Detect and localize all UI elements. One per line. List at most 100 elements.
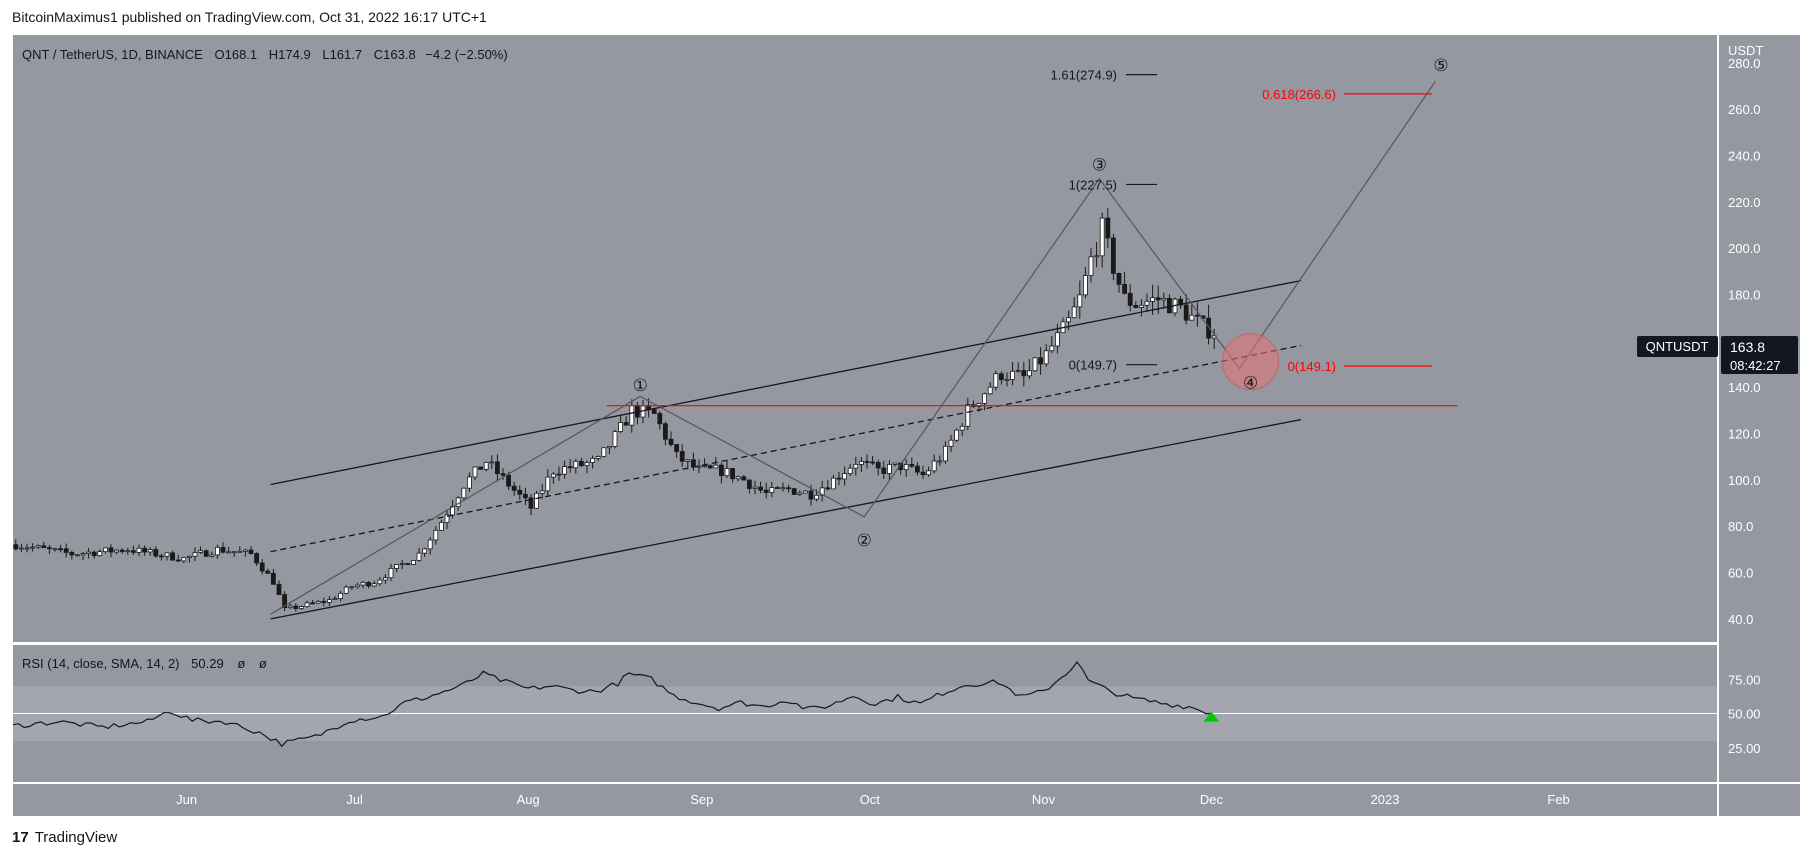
candle-up (231, 551, 237, 554)
candle-up (937, 460, 943, 463)
candle-up (1077, 294, 1083, 308)
legend-change: −4.2 (−2.50%) (425, 47, 507, 62)
rsi-legend-value: 50.29 (191, 656, 224, 671)
candle-down (276, 583, 282, 595)
candle-down (170, 552, 176, 561)
footer-brand[interactable]: TradingView (34, 829, 118, 846)
candle-down (747, 479, 752, 489)
candle-down (623, 422, 629, 426)
candle-down (265, 570, 271, 574)
candle-up (147, 549, 153, 553)
candle-down (478, 466, 484, 470)
candle-up (394, 564, 400, 569)
candle-down (707, 465, 713, 469)
candle-up (584, 462, 590, 466)
candle-down (657, 413, 663, 425)
rsi-signal-arrow (1203, 711, 1220, 722)
candle-up (466, 476, 472, 489)
candles-layer (13, 208, 1217, 612)
candle-up (97, 551, 103, 557)
bar-countdown: 08:42:27 (1730, 358, 1781, 373)
candle-up (629, 405, 635, 426)
candle-down (321, 600, 327, 603)
wave-label: ④ (1243, 374, 1258, 393)
rsi-legend-extra-2: ø (259, 656, 267, 671)
candle-down (523, 493, 528, 499)
legend-h-label: H (269, 47, 278, 62)
candle-up (114, 549, 119, 553)
candle-up (982, 393, 987, 404)
channel-mid-line (270, 344, 1302, 553)
candle-down (47, 547, 52, 550)
candle-up (595, 456, 601, 459)
candle-down (668, 438, 674, 445)
candle-down (310, 602, 316, 605)
candle-down (909, 464, 915, 467)
candle-down (786, 487, 791, 490)
candle-up (237, 550, 243, 553)
candle-up (198, 550, 204, 553)
time-tick-label: Jun (176, 792, 197, 807)
candle-down (108, 547, 114, 553)
price-tick-label: 80.0 (1728, 519, 1753, 534)
candle-down (69, 552, 75, 556)
candle-up (853, 463, 859, 469)
candle-up (287, 605, 293, 609)
candle-up (965, 404, 971, 427)
candle-up (433, 529, 439, 541)
fib-label: 1.61(274.9) (1051, 68, 1118, 83)
candle-up (410, 560, 416, 565)
legend-o-label: O (214, 47, 224, 62)
candle-up (1088, 256, 1094, 276)
fib-label: 1(227.5) (1069, 177, 1117, 192)
time-tick-label: Dec (1200, 792, 1224, 807)
candle-down (579, 460, 584, 466)
candle-up (377, 579, 383, 585)
candle-up (1010, 370, 1015, 380)
candle-up (416, 552, 422, 561)
candle-down (763, 489, 769, 493)
time-tick-label: Jul (346, 792, 363, 807)
candle-down (663, 423, 668, 440)
candle-down (875, 462, 881, 469)
candle-up (483, 461, 489, 470)
candle-up (1144, 300, 1150, 306)
candle-up (427, 539, 433, 550)
candle-up (164, 552, 170, 557)
candle-up (926, 470, 931, 476)
candle-down (517, 489, 523, 495)
candle-down (506, 474, 512, 487)
candle-down (915, 465, 920, 473)
price-tick-label: 260.0 (1728, 102, 1761, 117)
candle-down (1206, 317, 1211, 339)
price-tick-label: 40.0 (1728, 612, 1753, 627)
candle-up (539, 490, 545, 494)
candle-up (831, 477, 836, 490)
candle-up (1099, 217, 1105, 257)
legend-close: 163.8 (383, 47, 416, 62)
ticker-name-badge[interactable] (1637, 336, 1718, 357)
candle-up (545, 476, 551, 492)
candle-up (472, 466, 478, 478)
candle-up (332, 598, 338, 600)
candle-down (1122, 283, 1127, 294)
candle-down (41, 545, 47, 549)
time-tick-label: Nov (1032, 792, 1056, 807)
price-axis-bg (1719, 35, 1800, 782)
candle-up (842, 473, 847, 480)
candle-up (226, 551, 232, 554)
candle-down (405, 563, 411, 566)
rsi-legend: RSI (14, close, SMA, 14, 2) 50.29 ø ø (22, 656, 267, 671)
candle-up (685, 459, 691, 462)
candle-up (214, 546, 220, 556)
price-tick-label: 180.0 (1728, 287, 1761, 302)
candle-down (1116, 272, 1122, 285)
channel-lower-line (270, 418, 1302, 620)
candle-up (1049, 345, 1055, 352)
axis-corner (1719, 784, 1800, 816)
candle-down (1111, 237, 1116, 274)
tradingview-logo-icon[interactable]: 17 (12, 829, 29, 846)
candle-down (651, 409, 657, 414)
legend-c-label: C (374, 47, 383, 62)
